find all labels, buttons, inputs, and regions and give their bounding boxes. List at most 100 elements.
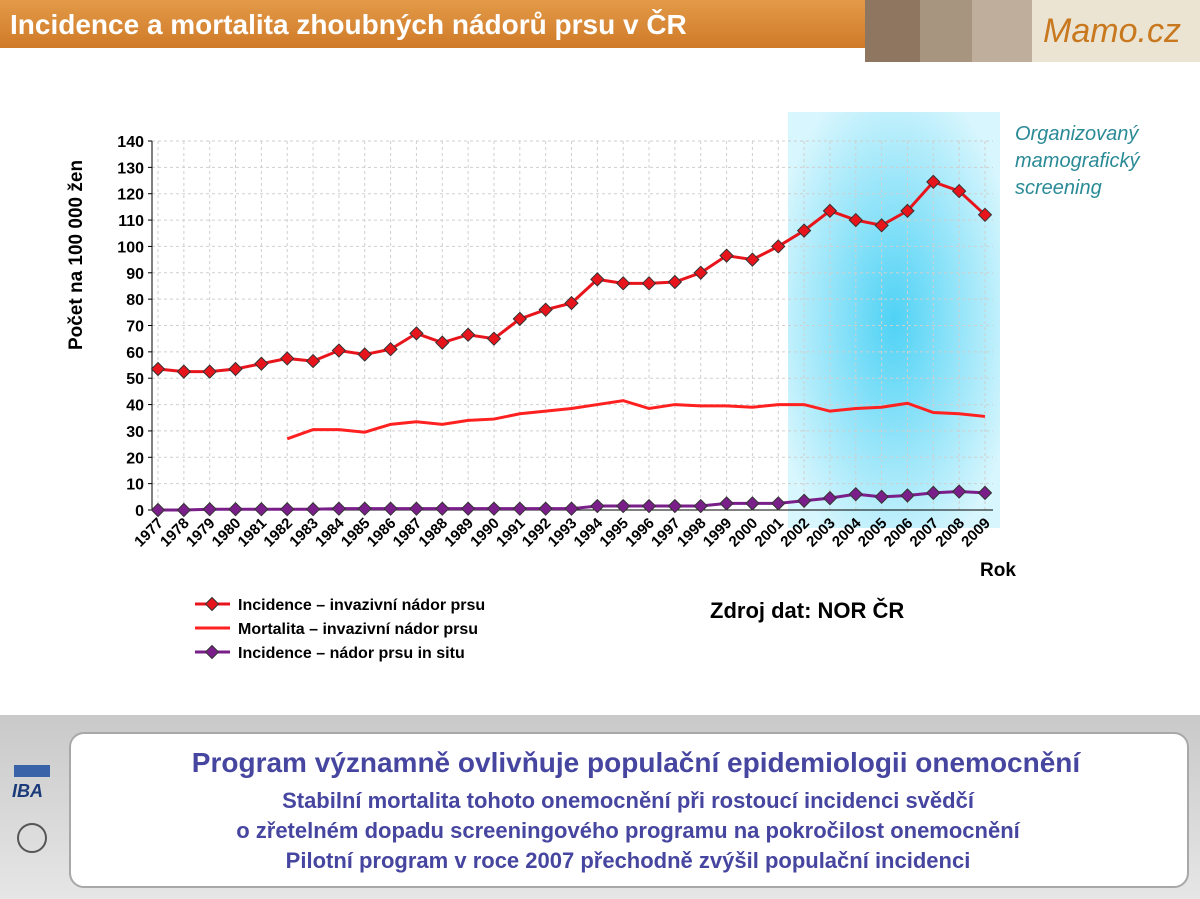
marker: [202, 364, 217, 379]
marker: [305, 502, 321, 517]
marker: [409, 501, 424, 516]
marker: [486, 501, 502, 516]
logo: Mamo.cz: [1043, 12, 1181, 50]
iba-icon: [14, 765, 50, 777]
marker: [615, 498, 631, 514]
y-tick-label: 50: [126, 371, 144, 388]
marker: [590, 498, 605, 514]
annotation: Organizovaný: [1015, 123, 1139, 145]
marker: [745, 496, 760, 511]
marker: [460, 327, 476, 342]
y-tick-label: 40: [126, 398, 144, 415]
marker: [590, 272, 605, 287]
y-tick-label: 60: [126, 345, 144, 362]
marker: [667, 498, 683, 514]
y-tick-label: 110: [118, 213, 144, 230]
marker: [150, 361, 166, 377]
marker: [254, 502, 269, 517]
mu-logo: [17, 823, 47, 853]
header-block: [865, 0, 920, 62]
marker: [848, 212, 863, 228]
y-tick-label: 90: [126, 266, 144, 283]
y-axis-label: Počet na 100 000 žen: [66, 160, 87, 350]
marker: [796, 493, 812, 508]
legend-label: Mortalita – invazivní nádor prsu: [238, 621, 478, 638]
iba-logo: IBA: [12, 781, 43, 801]
marker: [409, 326, 424, 341]
marker: [641, 276, 657, 291]
header-block: [972, 0, 1032, 62]
marker: [280, 351, 295, 366]
y-tick-label: 70: [126, 319, 144, 336]
legend-marker: [204, 596, 220, 612]
summary-box: [69, 732, 1189, 888]
legend-label: Incidence – nádor prsu in situ: [238, 645, 465, 662]
screening-area: [788, 112, 1000, 528]
marker: [977, 485, 993, 501]
summary-headline: Program významně ovlivňuje populační epi…: [192, 747, 1082, 778]
y-tick-label: 30: [126, 424, 144, 441]
marker: [951, 484, 967, 499]
y-tick-label: 0: [135, 503, 144, 520]
marker: [254, 356, 269, 371]
logo-area: [1032, 0, 1200, 62]
annotation: mamografický: [1015, 150, 1140, 172]
marker: [977, 207, 993, 223]
marker: [357, 347, 372, 362]
summary-line: o zřetelném dopadu screeningového progra…: [236, 818, 1020, 843]
marker: [693, 265, 708, 280]
marker: [848, 486, 863, 502]
marker: [874, 218, 889, 233]
marker: [822, 203, 838, 219]
summary-line: Pilotní program v roce 2007 přechodně zv…: [286, 848, 971, 873]
marker: [771, 496, 786, 511]
header-title: Incidence a mortalita zhoubných nádorů p…: [10, 8, 687, 40]
marker: [512, 501, 528, 516]
marker: [538, 501, 553, 516]
marker: [641, 498, 657, 514]
x-axis-label: Rok: [980, 560, 1016, 581]
header-bar: [0, 0, 865, 48]
marker: [796, 223, 812, 238]
y-tick-label: 140: [117, 134, 144, 151]
legend-marker: [204, 644, 220, 660]
marker: [305, 353, 321, 369]
series-line: [286, 399, 986, 441]
y-tick-label: 130: [117, 160, 144, 177]
marker: [486, 331, 502, 346]
marker: [900, 203, 915, 219]
marker: [202, 502, 217, 517]
marker: [719, 496, 734, 511]
marker: [874, 489, 889, 505]
y-tick-label: 80: [126, 292, 144, 309]
source: Zdroj dat: NOR ČR: [710, 598, 904, 623]
marker: [693, 498, 708, 514]
marker: [926, 485, 941, 501]
marker: [435, 335, 450, 350]
marker: [460, 501, 476, 516]
marker: [357, 501, 372, 516]
marker: [951, 183, 967, 199]
marker: [512, 311, 528, 327]
marker: [383, 342, 398, 357]
marker: [176, 502, 192, 518]
marker: [900, 488, 915, 503]
marker: [822, 490, 838, 506]
marker: [383, 501, 398, 516]
marker: [564, 501, 579, 516]
y-tick-label: 10: [126, 477, 144, 494]
annotation: screening: [1015, 177, 1102, 199]
marker: [228, 502, 243, 517]
marker: [228, 361, 243, 377]
marker: [150, 502, 166, 518]
marker: [280, 502, 295, 517]
summary-line: Stabilní mortalita tohoto onemocnění při…: [282, 788, 975, 813]
marker: [538, 302, 553, 317]
y-tick-label: 100: [117, 239, 144, 256]
marker: [615, 276, 631, 291]
header-block: [920, 0, 972, 62]
marker: [331, 343, 347, 358]
marker: [926, 174, 941, 190]
